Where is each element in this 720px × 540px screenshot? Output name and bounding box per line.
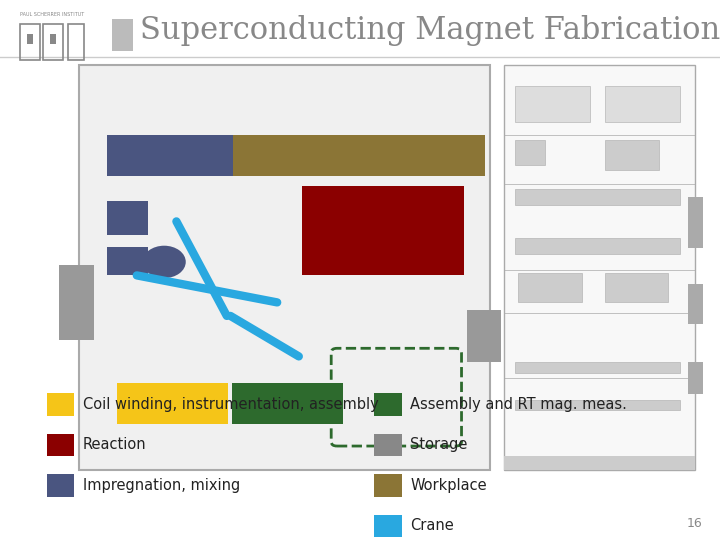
Bar	[107, 247, 148, 275]
Bar	[27, 34, 33, 44]
Bar	[359, 135, 485, 176]
Bar	[688, 362, 703, 394]
Text: Workplace: Workplace	[410, 478, 487, 493]
Circle shape	[143, 246, 186, 278]
Bar	[605, 140, 659, 170]
Bar	[68, 24, 84, 59]
Bar	[515, 400, 680, 410]
Bar	[117, 383, 228, 424]
Text: Impregnation, mixing: Impregnation, mixing	[83, 478, 240, 493]
Bar	[515, 189, 680, 205]
Text: Storage: Storage	[410, 437, 468, 453]
Bar	[515, 238, 680, 254]
Bar	[515, 362, 680, 373]
Text: Crane: Crane	[410, 518, 454, 534]
Bar	[515, 140, 545, 165]
Bar	[107, 201, 148, 235]
Bar	[374, 474, 402, 497]
Bar	[107, 135, 233, 176]
Text: Assembly and RT mag. meas.: Assembly and RT mag. meas.	[410, 397, 627, 412]
Bar	[605, 86, 680, 122]
Bar	[47, 474, 74, 497]
Bar	[302, 186, 464, 275]
Text: Reaction: Reaction	[83, 437, 146, 453]
Bar	[688, 197, 703, 248]
Bar	[515, 86, 590, 122]
Bar	[605, 273, 668, 302]
Bar	[233, 135, 359, 176]
Bar	[112, 19, 133, 51]
Bar	[232, 383, 343, 424]
Bar	[504, 65, 695, 470]
Bar	[79, 65, 490, 470]
Bar	[504, 456, 695, 470]
Bar	[374, 515, 402, 537]
Bar	[467, 310, 501, 362]
Text: Coil winding, instrumentation, assembly: Coil winding, instrumentation, assembly	[83, 397, 379, 412]
Bar	[47, 434, 74, 456]
Text: 16: 16	[686, 517, 702, 530]
Bar	[59, 265, 94, 340]
Bar	[20, 24, 40, 59]
Bar	[43, 24, 63, 59]
Bar	[374, 434, 402, 456]
Bar	[47, 393, 74, 416]
Bar	[50, 34, 56, 44]
Text: Superconducting Magnet Fabrication Lab: Superconducting Magnet Fabrication Lab	[140, 15, 720, 46]
Bar	[374, 393, 402, 416]
Bar	[688, 284, 703, 324]
Text: PAUL SCHERRER INSTITUT: PAUL SCHERRER INSTITUT	[20, 12, 84, 17]
Bar	[518, 273, 582, 302]
